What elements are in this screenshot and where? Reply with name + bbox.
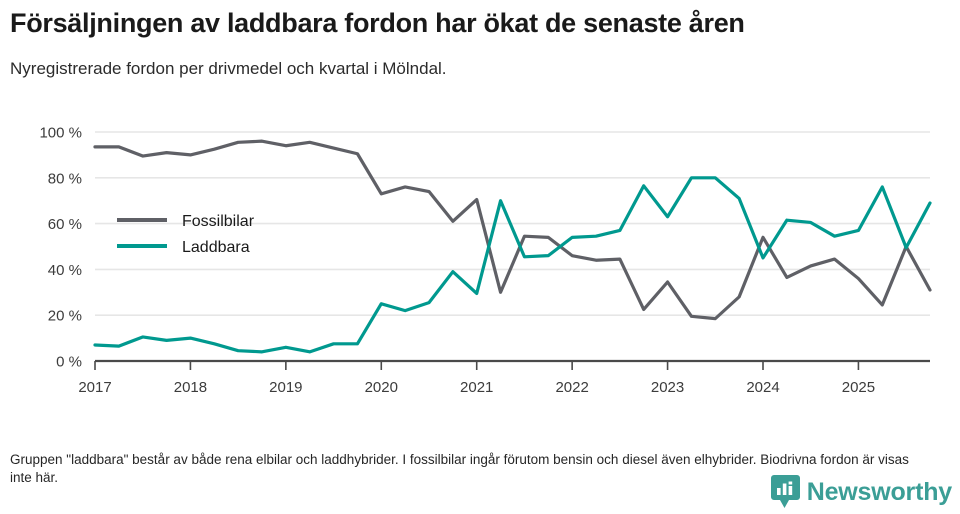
- data-series: [93, 139, 932, 354]
- y-axis-tick-label: 20 %: [48, 308, 82, 325]
- x-axis-tick-label: 2021: [460, 379, 493, 396]
- y-axis-tick-label: 0 %: [56, 354, 82, 371]
- newsworthy-logo[interactable]: Newsworthy: [770, 475, 952, 509]
- x-axis-tick-label: 2018: [174, 379, 207, 396]
- chart-subtitle: Nyregistrerade fordon per drivmedel och …: [10, 58, 447, 78]
- series-line-fossilbilar: [93, 139, 932, 321]
- bar-chart-pin-icon: [770, 475, 800, 508]
- legend-label-fossilbilar: Fossilbilar: [182, 213, 255, 230]
- x-axis-labels: 2017 2018 2019 2020 2021 2022 2023 2024 2025: [78, 379, 875, 396]
- chart-footnote: Gruppen "laddbara" består av både rena e…: [10, 451, 909, 485]
- x-axis-tick-label: 2019: [269, 379, 302, 396]
- x-axis-tick-label: 2017: [78, 379, 111, 396]
- y-axis-tick-label: 80 %: [48, 170, 82, 187]
- y-axis-tick-label: 100 %: [39, 125, 82, 142]
- series-line-laddbara: [93, 176, 932, 354]
- chart-plot-area: 0 % 20 % 40 % 60 % 80 % 100 % 2017 2018 2019 202…: [0, 117, 960, 417]
- x-axis-tick-label: 2020: [365, 379, 398, 396]
- x-axis: [94, 361, 860, 370]
- chart-page: Försäljningen av laddbara fordon har öka…: [0, 8, 960, 514]
- page-title: Försäljningen av laddbara fordon har öka…: [10, 8, 745, 38]
- x-axis-tick-label: 2023: [651, 379, 684, 396]
- line-chart: 0 % 20 % 40 % 60 % 80 % 100 % 2017 2018 2019 202…: [39, 125, 932, 396]
- x-axis-tick-label: 2025: [842, 379, 875, 396]
- chart-legend: Fossilbilar Laddbara: [117, 213, 255, 256]
- x-axis-tick-label: 2022: [555, 379, 588, 396]
- x-axis-tick-label: 2024: [746, 379, 779, 396]
- legend-label-laddbara: Laddbara: [182, 239, 250, 256]
- logo-wordmark: Newsworthy: [806, 477, 952, 506]
- y-axis-tick-label: 40 %: [48, 262, 82, 279]
- y-axis-labels: 0 % 20 % 40 % 60 % 80 % 100 %: [39, 125, 82, 371]
- y-axis-tick-label: 60 %: [48, 216, 82, 233]
- grid-lines: [95, 131, 930, 363]
